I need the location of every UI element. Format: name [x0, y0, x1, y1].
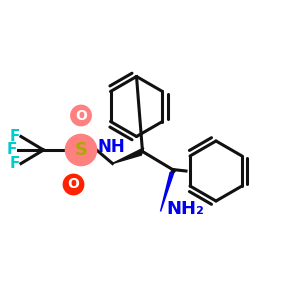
Text: F: F: [10, 129, 20, 144]
Text: F: F: [7, 142, 17, 158]
Text: NH₂: NH₂: [167, 200, 204, 217]
Text: S: S: [74, 141, 88, 159]
Polygon shape: [160, 169, 175, 211]
Polygon shape: [112, 148, 144, 164]
Text: O: O: [68, 178, 80, 191]
Text: O: O: [75, 109, 87, 122]
Circle shape: [71, 105, 91, 126]
Circle shape: [63, 174, 84, 195]
Text: NH: NH: [97, 138, 125, 156]
Text: F: F: [10, 156, 20, 171]
Circle shape: [65, 134, 97, 166]
